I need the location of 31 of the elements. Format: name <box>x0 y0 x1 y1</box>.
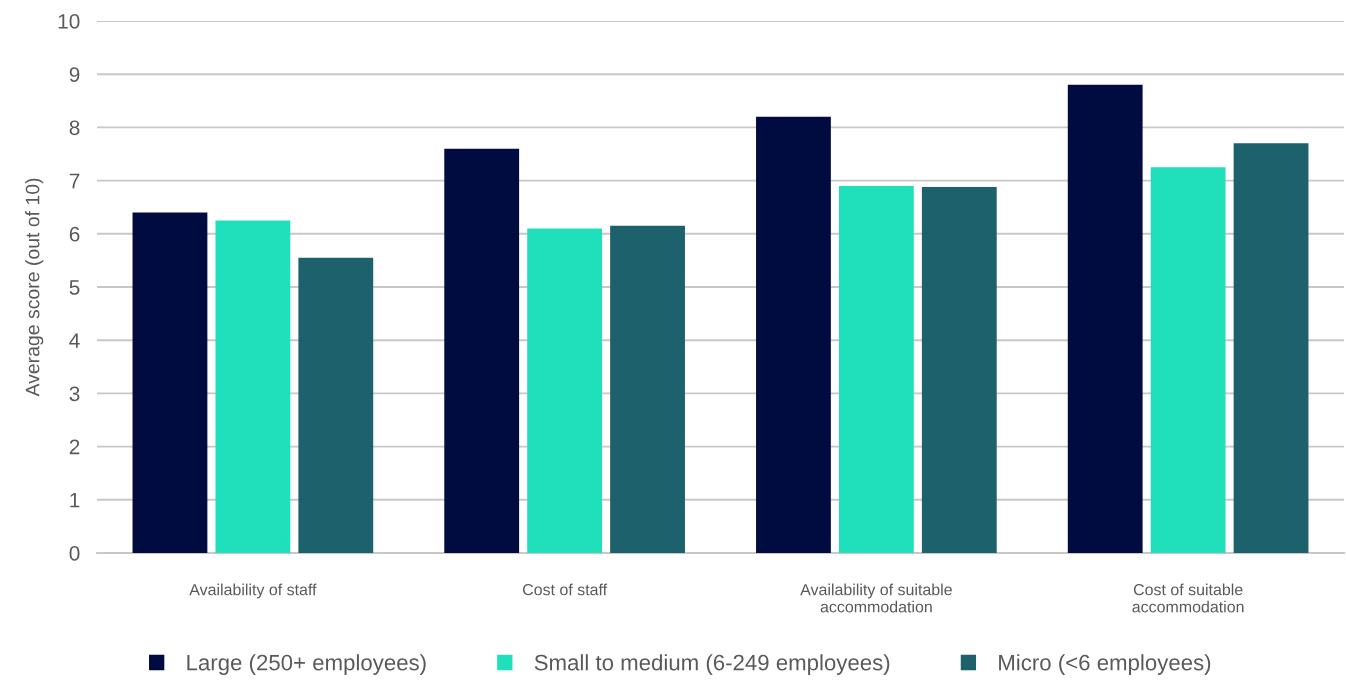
y-tick-label: 2 <box>69 439 80 455</box>
x-tick-label: Cost of suitable accommodation <box>1132 583 1244 613</box>
y-tick-label: 8 <box>69 120 80 136</box>
bar <box>610 225 685 553</box>
y-tick-label: 0 <box>69 546 80 561</box>
y-tick-label: 10 <box>58 14 80 29</box>
y-tick-label: 4 <box>69 333 80 348</box>
legend-label: Micro (<6 employees) <box>999 654 1211 675</box>
bar <box>527 228 603 553</box>
y-tick-label: 3 <box>69 386 80 402</box>
bar <box>838 185 914 553</box>
bar <box>756 116 831 553</box>
legend-label: Small to medium (6-249 employees) <box>534 654 890 675</box>
y-tick-label: 6 <box>69 226 80 242</box>
y-axis-title: Average score (out of 10) <box>25 178 44 397</box>
bar <box>1150 167 1226 553</box>
y-tick-label: 5 <box>69 280 80 295</box>
x-tick-label: Availability of staff <box>189 583 317 599</box>
y-tick-label: 7 <box>69 173 80 189</box>
y-tick-label: 1 <box>70 493 80 508</box>
bar <box>215 220 291 553</box>
bar <box>921 186 997 553</box>
x-tick-label: Cost of staff <box>522 583 608 596</box>
legend-label: Large (250+ employees) <box>187 654 426 675</box>
bar <box>132 212 208 553</box>
bar <box>444 148 520 553</box>
bar <box>1233 143 1309 553</box>
bar <box>298 257 374 553</box>
bar <box>1067 84 1143 553</box>
y-tick-label: 9 <box>69 67 80 82</box>
x-tick-label: Availability of suitable accommodation <box>800 583 952 613</box>
